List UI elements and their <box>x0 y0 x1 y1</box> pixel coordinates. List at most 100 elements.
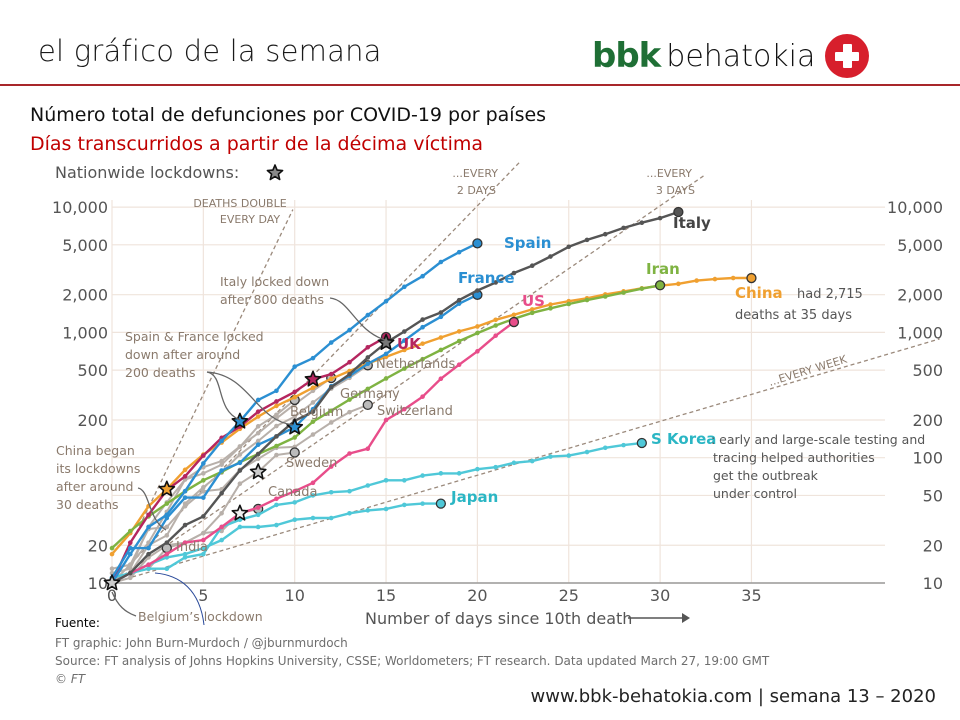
data-point-spain <box>182 488 188 494</box>
x-tick-label: 10 <box>285 586 305 605</box>
data-point-switzerland <box>255 456 261 462</box>
data-point-spain <box>292 364 298 369</box>
data-point-s-korea <box>420 473 425 478</box>
data-point-italy <box>475 288 480 293</box>
y-tick-label-left: 500 <box>77 361 108 380</box>
y-tick-label-right: 50 <box>923 486 943 505</box>
y-tick-label-right: 1,000 <box>897 323 943 342</box>
data-point-s-korea <box>602 445 608 451</box>
data-point-italy <box>493 280 498 285</box>
data-point-iran <box>420 356 425 362</box>
data-point-france <box>201 495 206 500</box>
data-point-france <box>146 545 151 551</box>
y-tick-label-left: 2,000 <box>62 286 108 305</box>
y-tick-label-left: 10,000 <box>52 198 108 217</box>
data-point-belgium <box>274 412 279 418</box>
data-point-iran <box>584 297 590 303</box>
data-point-us <box>456 362 462 368</box>
data-point-japan <box>347 510 352 516</box>
series-label-japan: Japan <box>450 488 498 506</box>
data-point-italy <box>657 215 663 221</box>
data-point-spain <box>456 249 462 255</box>
series-label-italy: Italy <box>673 214 711 232</box>
data-point-iran <box>402 366 407 371</box>
spain-france-note-line: 200 deaths <box>125 365 195 380</box>
data-point-s-korea <box>475 466 480 472</box>
y-tick-label-right: 5,000 <box>897 236 943 255</box>
data-point-netherlands <box>164 533 170 538</box>
data-point-s-korea <box>621 442 626 448</box>
data-point-china <box>402 347 407 353</box>
data-point-uk <box>201 453 206 458</box>
data-point-italy <box>255 451 261 457</box>
series-label-s-korea: S Korea <box>651 430 716 448</box>
china-lockdown-note-line: China began <box>56 443 135 458</box>
data-point-france <box>237 460 243 466</box>
data-point-us <box>182 540 188 545</box>
data-point-s-korea <box>511 460 517 466</box>
spain-france-note-line: down after around <box>125 347 240 362</box>
data-point-iran <box>164 501 170 506</box>
chart-subtitle-red: Días transcurridos a partir de la décima… <box>30 133 484 155</box>
brand-logo: bbk behatokia <box>592 34 870 78</box>
lockdown-star-icon-belgium <box>103 574 121 591</box>
data-point-spain <box>328 340 334 345</box>
data-point-us <box>365 446 371 451</box>
logo-bbk: bbk <box>592 36 661 76</box>
doubling-line-1-day <box>111 209 294 584</box>
data-point-spain <box>383 298 389 304</box>
data-point-italy <box>365 355 371 360</box>
data-point-s-korea <box>566 453 572 458</box>
series-line-netherlands <box>111 364 369 584</box>
data-point-uk <box>328 371 334 377</box>
data-point-china <box>475 324 480 329</box>
data-point-spain <box>219 438 224 444</box>
data-point-japan <box>310 515 316 521</box>
data-point-switzerland <box>109 566 115 572</box>
data-point-france <box>420 324 425 330</box>
data-point-china <box>511 312 517 318</box>
skorea-note-line: under control <box>713 486 797 501</box>
data-point-china <box>328 376 334 382</box>
data-point-us <box>292 488 298 494</box>
data-point-china <box>274 403 279 409</box>
end-point-italy <box>673 206 684 218</box>
skorea-note-line: get the outbreak <box>713 468 819 483</box>
data-point-s-korea <box>548 454 553 459</box>
data-point-s-korea <box>347 488 352 494</box>
data-point-italy <box>310 409 316 414</box>
data-point-spain <box>365 312 371 318</box>
data-point-spain <box>201 461 206 466</box>
data-point-japan <box>328 515 334 521</box>
data-point-japan <box>274 522 279 528</box>
data-point-iran <box>274 443 279 449</box>
series-label-germany: Germany <box>340 387 400 402</box>
source-copyright: © FT <box>55 672 86 686</box>
data-point-us <box>274 496 279 502</box>
data-point-belgium <box>146 540 151 545</box>
y-tick-label-left: 5,000 <box>62 236 108 255</box>
data-point-italy <box>402 329 407 334</box>
chart-subtitle: Número total de defunciones por COVID-19… <box>30 104 547 126</box>
lockdown-star-icon-china <box>158 480 176 497</box>
doubling-lines <box>111 161 940 584</box>
data-point-china <box>182 467 188 473</box>
data-point-spain <box>255 397 261 403</box>
series-label-india: India <box>176 540 208 555</box>
series-label-iran: Iran <box>646 260 680 278</box>
china-lockdown-note-line: 30 deaths <box>56 497 119 512</box>
belgium-lockdown-note: Belgium’s lockdown <box>138 609 263 624</box>
series-label-france: France <box>458 269 515 287</box>
data-point-spain <box>420 273 425 279</box>
data-point-s-korea <box>164 566 170 572</box>
data-point-s-korea <box>255 512 261 518</box>
data-point-switzerland <box>182 503 188 509</box>
data-point-italy <box>438 310 444 315</box>
data-point-switzerland <box>310 432 316 437</box>
data-point-china <box>109 551 115 557</box>
data-point-uk <box>146 512 151 518</box>
data-point-italy <box>639 220 645 226</box>
data-point-s-korea <box>310 493 316 498</box>
series-line-uk <box>110 335 387 584</box>
x-tick-label: 25 <box>559 586 579 605</box>
